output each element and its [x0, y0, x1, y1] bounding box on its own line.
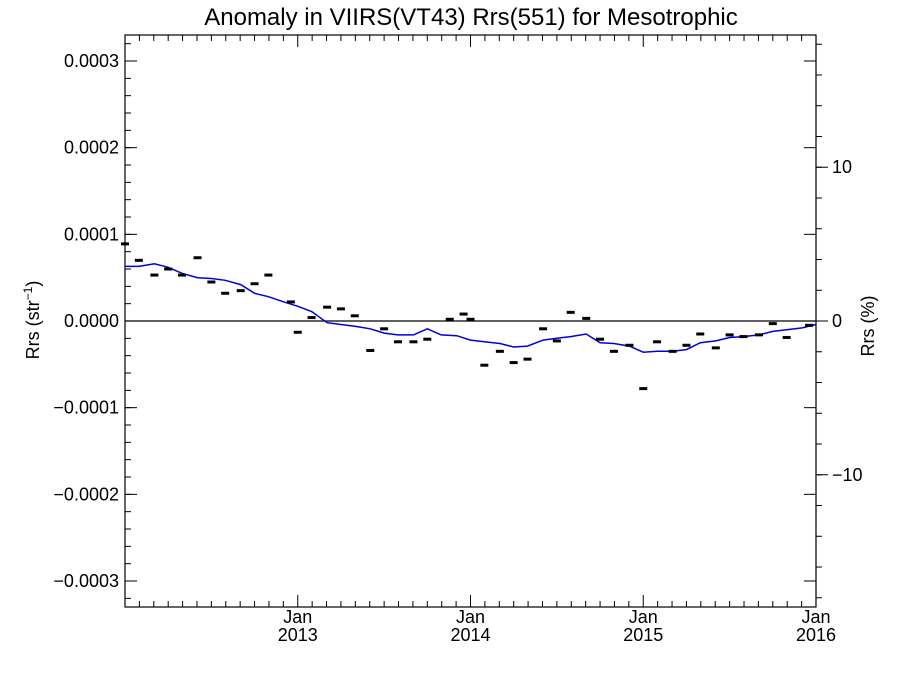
data-point	[696, 332, 705, 336]
x-tick-label-year: 2014	[450, 625, 490, 645]
data-point	[668, 349, 677, 353]
data-point	[178, 273, 187, 277]
data-point	[336, 307, 345, 311]
data-point	[323, 305, 332, 309]
x-tick-label-year: 2016	[796, 625, 836, 645]
y-axis-left-title: Rrs (str−1)	[21, 281, 43, 360]
data-point	[164, 267, 173, 271]
data-point	[782, 335, 791, 339]
points-layer	[121, 242, 814, 391]
data-point	[380, 327, 389, 331]
data-point	[221, 291, 230, 295]
y-tick-label: −0.0002	[53, 484, 119, 504]
y-tick-label: 0.0001	[64, 224, 119, 244]
data-point	[805, 323, 814, 327]
x-tick-label-month: Jan	[456, 607, 485, 627]
data-point	[682, 343, 691, 347]
data-point	[307, 316, 316, 320]
data-point	[121, 242, 129, 246]
data-point	[653, 340, 662, 344]
data-point	[596, 337, 605, 341]
data-point	[639, 387, 648, 391]
x-tick-label-month: Jan	[801, 607, 830, 627]
data-point	[236, 289, 245, 293]
x-tick-label-year: 2013	[278, 625, 318, 645]
data-point	[445, 317, 454, 321]
axes-layer: 0.0003 0.0002 0.0001 0.0000 −0.0001 −0.0002 −0…	[53, 34, 863, 645]
data-point	[725, 333, 734, 337]
data-point	[350, 314, 359, 318]
data-point	[459, 312, 468, 316]
data-point	[495, 349, 504, 353]
data-point	[207, 280, 216, 284]
line-layer	[125, 263, 817, 353]
data-point	[739, 335, 748, 339]
y-axis-left-title-main: Rrs (str	[23, 300, 43, 359]
data-point	[193, 256, 202, 260]
data-point	[466, 317, 475, 321]
y-axis-right-title: Rrs (%)	[858, 296, 878, 357]
y2-tick-label: 0	[832, 311, 842, 331]
data-point	[552, 339, 561, 343]
data-point	[264, 273, 273, 277]
data-point	[250, 282, 259, 286]
x-tick-label-year: 2015	[623, 625, 663, 645]
data-point	[286, 300, 295, 304]
data-point	[150, 273, 159, 277]
data-point	[523, 357, 532, 361]
data-point	[609, 349, 618, 353]
x-tick-label-month: Jan	[629, 607, 658, 627]
y2-tick-label: −10	[832, 465, 863, 485]
data-point	[711, 346, 720, 350]
data-point	[539, 327, 548, 331]
data-point	[509, 361, 518, 365]
y-tick-label: 0.0003	[64, 51, 119, 71]
data-point	[393, 340, 402, 344]
data-point	[625, 343, 634, 347]
climatology-line	[125, 263, 817, 353]
data-point	[754, 333, 763, 337]
x-tick-label-month: Jan	[283, 607, 312, 627]
data-point	[409, 340, 418, 344]
y-tick-label: 0.0002	[64, 138, 119, 158]
y-axis-left-title-end: )	[23, 281, 43, 287]
data-point	[582, 316, 591, 320]
data-point	[423, 337, 432, 341]
y-tick-label: −0.0001	[53, 398, 119, 418]
data-point	[566, 310, 575, 314]
chart-title: Anomaly in VIIRS(VT43) Rrs(551) for Meso…	[204, 4, 738, 31]
data-point	[366, 348, 375, 352]
y-axis-left-title-sup: −1	[21, 286, 35, 300]
data-point	[768, 322, 777, 326]
y-tick-label: −0.0003	[53, 571, 119, 591]
y-tick-label: 0.0000	[64, 311, 119, 331]
data-point	[293, 330, 302, 334]
data-point	[480, 363, 489, 367]
y2-tick-label: 10	[832, 157, 852, 177]
data-point	[134, 258, 143, 262]
